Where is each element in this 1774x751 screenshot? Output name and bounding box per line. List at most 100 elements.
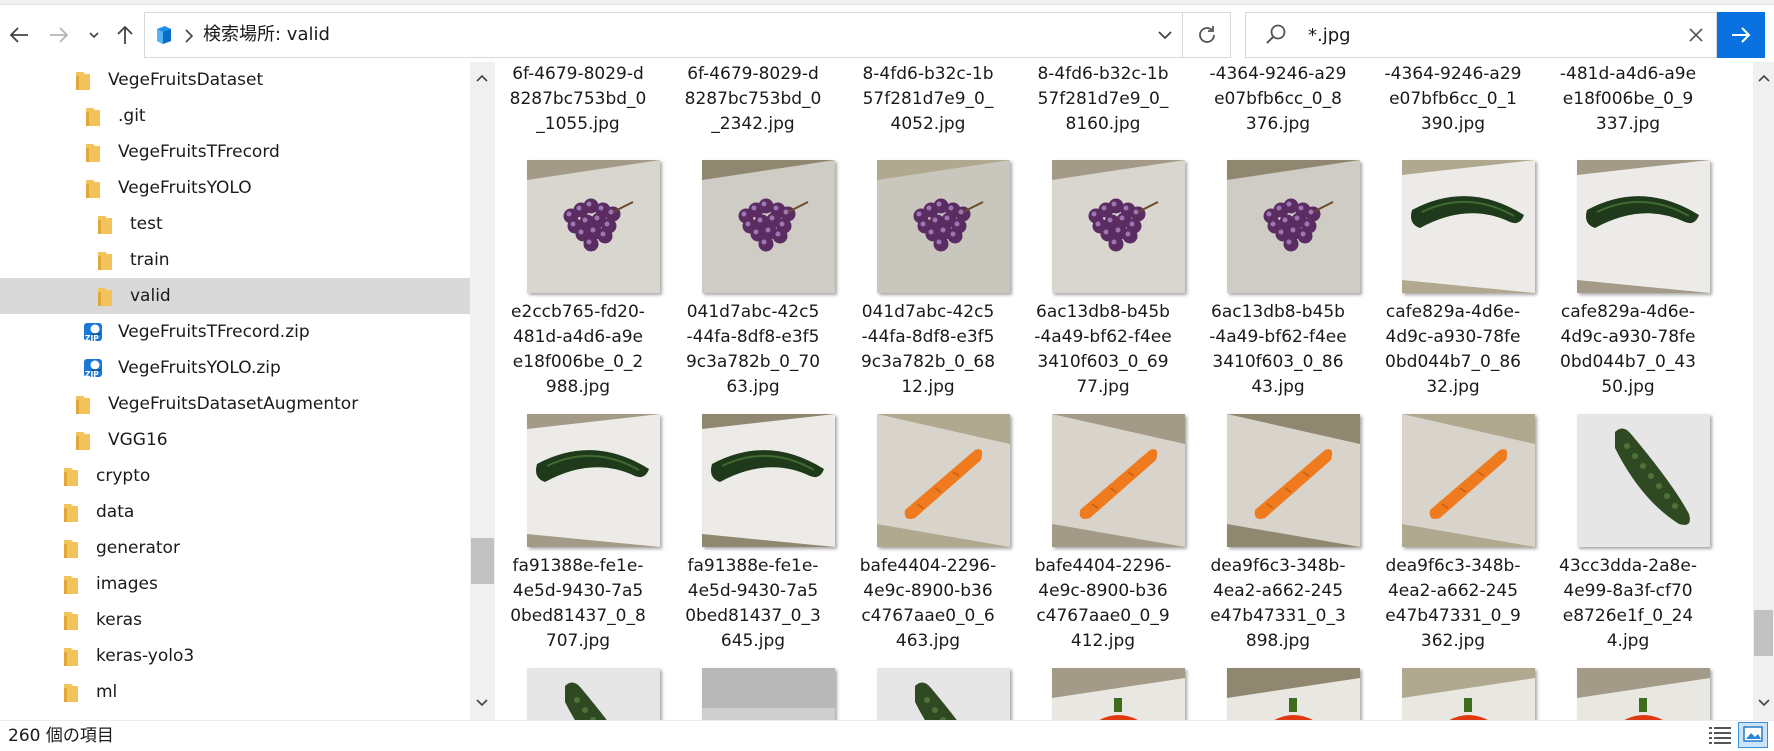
thumbnail-grapes[interactable]: [527, 160, 660, 293]
clear-search-button[interactable]: [1684, 23, 1708, 47]
back-button[interactable]: [0, 14, 38, 56]
search-go-button[interactable]: [1717, 12, 1765, 58]
scroll-up-icon[interactable]: [474, 70, 490, 86]
thumbnail-carrot[interactable]: [877, 414, 1010, 547]
file-name[interactable]: bafe4404-2296-4e9c-8900-b36c4767aae0_0_9…: [1034, 556, 1172, 651]
tree-item-keras-yolo3[interactable]: keras-yolo3: [0, 638, 470, 674]
file-name[interactable]: 041d7abc-42c5-44fa-8df8-e3f59c3a782b_0_6…: [860, 302, 996, 397]
tree-item-test[interactable]: test: [0, 206, 470, 242]
file-name[interactable]: 6ac13db8-b45b-4a49-bf62-f4ee3410f603_0_8…: [1209, 302, 1347, 397]
file-name[interactable]: fa91388e-fe1e-4e5d-9430-7a50bed81437_0_8…: [510, 556, 646, 651]
tree-item-label: VegeFruitsDataset: [108, 70, 264, 90]
scrollbar-thumb[interactable]: [471, 538, 494, 584]
large-icons-view-button[interactable]: [1738, 722, 1768, 748]
file-name[interactable]: 6f-4679-8029-d8287bc753bd_0_2342.jpg: [684, 64, 822, 134]
refresh-button[interactable]: [1183, 12, 1231, 58]
tree-item-ml[interactable]: ml: [0, 674, 470, 710]
thumbnail-bitter-melon[interactable]: [877, 668, 1010, 720]
file-name[interactable]: 041d7abc-42c5-44fa-8df8-e3f59c3a782b_0_7…: [685, 302, 821, 397]
tree-item-vegefruitsyolo[interactable]: VegeFruitsYOLO: [0, 170, 470, 206]
tree-item-valid[interactable]: valid: [0, 278, 470, 314]
tree-item-label: images: [96, 574, 158, 594]
folder-icon: [76, 72, 90, 90]
scrollbar-thumb[interactable]: [1754, 610, 1773, 656]
tree-item-crypto[interactable]: crypto: [0, 458, 470, 494]
file-name[interactable]: -481d-a4d6-a9ee18f006be_0_9337.jpg: [1559, 64, 1697, 134]
folder-icon: [64, 540, 78, 558]
forward-arrow-icon: [50, 27, 69, 43]
thumbnail-carrot[interactable]: [1402, 414, 1535, 547]
tree-item-vegefruitsdatasetaugmentor[interactable]: VegeFruitsDatasetAugmentor: [0, 386, 470, 422]
tree-item-data[interactable]: data: [0, 494, 470, 530]
file-name[interactable]: -4364-9246-a29e07bfb6cc_0_8376.jpg: [1209, 64, 1347, 134]
navigation-pane-scrollbar[interactable]: [470, 62, 495, 720]
scroll-up-icon[interactable]: [1756, 70, 1772, 86]
search-location-icon: [157, 26, 171, 44]
thumbnail-blank[interactable]: [702, 668, 835, 720]
arrow-right-icon: [1732, 27, 1751, 43]
file-name[interactable]: bafe4404-2296-4e9c-8900-b36c4767aae0_0_6…: [859, 556, 997, 651]
thumbnail-bitter-melon[interactable]: [527, 668, 660, 720]
details-view-icon[interactable]: [1708, 724, 1732, 746]
thumbnail-grapes[interactable]: [1227, 160, 1360, 293]
forward-button[interactable]: [40, 14, 78, 56]
thumbnail-cucumber[interactable]: [1402, 160, 1535, 293]
chevron-right-icon[interactable]: [179, 26, 199, 46]
tree-item-vegefruitsdataset[interactable]: VegeFruitsDataset: [0, 62, 470, 98]
tree-item-label: keras-yolo3: [96, 646, 195, 666]
recent-locations-button[interactable]: [76, 14, 112, 56]
tree-item-images[interactable]: images: [0, 566, 470, 602]
address-dropdown-button[interactable]: [1147, 13, 1183, 57]
thumbnail-grapes[interactable]: [702, 160, 835, 293]
file-name[interactable]: cafe829a-4d6e-4d9c-a930-78fe0bd044b7_0_8…: [1385, 302, 1521, 397]
thumbnail-grapes[interactable]: [1052, 160, 1185, 293]
file-name[interactable]: 6f-4679-8029-d8287bc753bd_0_1055.jpg: [509, 64, 647, 134]
file-name[interactable]: dea9f6c3-348b-4ea2-a662-245e47b47331_0_9…: [1385, 556, 1521, 651]
thumbnail-carrot[interactable]: [1227, 414, 1360, 547]
up-button[interactable]: [106, 14, 144, 56]
tree-item-vegefruitstfrecord[interactable]: VegeFruitsTFrecord: [0, 134, 470, 170]
folder-icon: [64, 576, 78, 594]
tree-item-vegefruitstfrecord-zip[interactable]: ZIP VegeFruitsTFrecord.zip: [0, 314, 470, 350]
scroll-down-icon[interactable]: [474, 695, 490, 711]
thumbnail-cucumber[interactable]: [702, 414, 835, 547]
thumbnail-pepper[interactable]: [1577, 668, 1710, 720]
file-name[interactable]: -4364-9246-a29e07bfb6cc_0_1390.jpg: [1384, 64, 1522, 134]
file-name[interactable]: dea9f6c3-348b-4ea2-a662-245e47b47331_0_3…: [1210, 556, 1346, 651]
thumbnail-bitter-melon[interactable]: [1577, 414, 1710, 547]
tree-item-generator[interactable]: generator: [0, 530, 470, 566]
file-name[interactable]: 8-4fd6-b32c-1b57f281d7e9_0_4052.jpg: [862, 64, 994, 134]
scroll-down-icon[interactable]: [1756, 695, 1772, 711]
thumbnail-cucumber[interactable]: [527, 414, 660, 547]
folder-icon: [64, 504, 78, 522]
thumbnail-cucumber[interactable]: [1577, 160, 1710, 293]
tree-item-train[interactable]: train: [0, 242, 470, 278]
folder-icon: [98, 216, 112, 234]
file-name[interactable]: fa91388e-fe1e-4e5d-9430-7a50bed81437_0_3…: [685, 556, 821, 651]
tree-item-keras[interactable]: keras: [0, 602, 470, 638]
file-name[interactable]: cafe829a-4d6e-4d9c-a930-78fe0bd044b7_0_4…: [1560, 302, 1696, 397]
tree-item-label: VegeFruitsYOLO: [118, 178, 252, 198]
tree-item-label: keras: [96, 610, 142, 630]
search-input[interactable]: *.jpg: [1245, 12, 1717, 58]
folder-icon: [98, 288, 112, 306]
file-name[interactable]: 43cc3dda-2a8e-4e99-8a3f-cf70e8726e1f_0_2…: [1559, 556, 1697, 651]
file-grid: 6f-4679-8029-d8287bc753bd_0_1055.jpg 6f-4…: [495, 62, 1753, 720]
folder-icon: [64, 468, 78, 486]
folder-icon: [76, 396, 90, 414]
thumbnail-pepper[interactable]: [1052, 668, 1185, 720]
tree-item-vgg16[interactable]: VGG16: [0, 422, 470, 458]
zip-icon: ZIP: [84, 359, 102, 379]
thumbnail-pepper[interactable]: [1227, 668, 1360, 720]
file-name[interactable]: 8-4fd6-b32c-1b57f281d7e9_0_8160.jpg: [1037, 64, 1169, 134]
address-bar[interactable]: 検索場所: valid: [144, 12, 1183, 58]
thumbnail-carrot[interactable]: [1052, 414, 1185, 547]
file-grid-scrollbar[interactable]: [1753, 62, 1774, 720]
thumbnail-grapes[interactable]: [877, 160, 1010, 293]
tree-item-vegefruitsyolo-zip[interactable]: ZIP VegeFruitsYOLO.zip: [0, 350, 470, 386]
file-name[interactable]: 6ac13db8-b45b-4a49-bf62-f4ee3410f603_0_6…: [1034, 302, 1172, 397]
folder-icon: [76, 432, 90, 450]
thumbnail-pepper[interactable]: [1402, 668, 1535, 720]
file-name[interactable]: e2ccb765-fd20-481d-a4d6-a9ee18f006be_0_2…: [511, 302, 645, 397]
tree-item-git[interactable]: .git: [0, 98, 470, 134]
